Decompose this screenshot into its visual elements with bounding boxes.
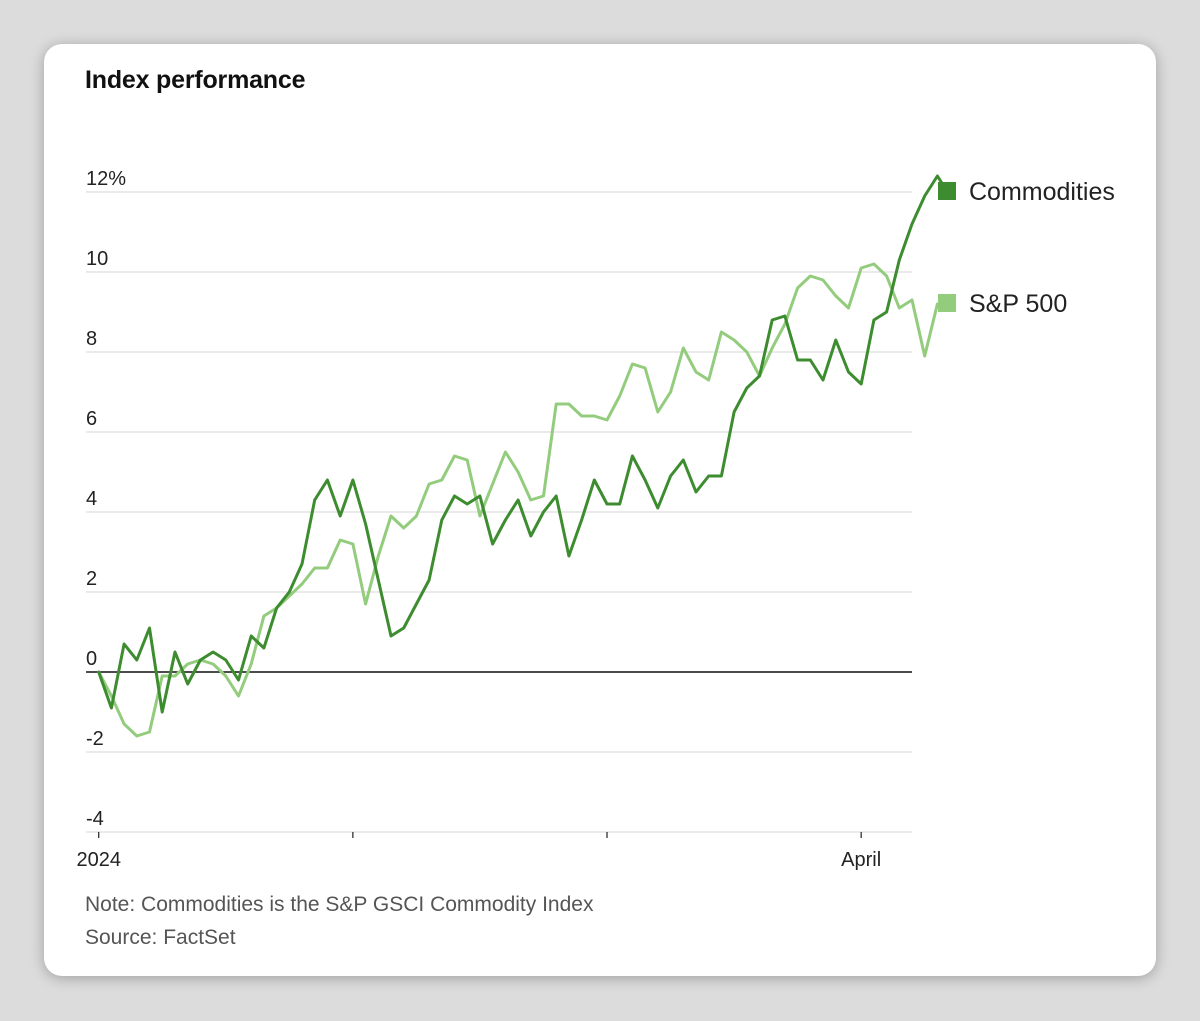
y-tick-label: 10 xyxy=(86,248,108,270)
y-tick-label: 2 xyxy=(86,568,97,590)
chart-source: Source: FactSet xyxy=(85,926,236,949)
y-tick-label: -4 xyxy=(86,808,104,830)
series-line-sp500 xyxy=(97,262,952,738)
series-line-commodities xyxy=(97,174,952,714)
x-tick-label: April xyxy=(841,849,881,871)
line-chart: -4 -2 0 2 4 6 8 10 12% 2024 April Commodities S&P 50… xyxy=(76,168,1115,871)
y-tick-label: 0 xyxy=(86,648,97,670)
legend-label-sp500: S&P 500 xyxy=(969,290,1067,318)
y-tick-label: 12% xyxy=(86,168,126,190)
legend-label-commodities: Commodities xyxy=(969,178,1115,206)
y-tick-label: 6 xyxy=(86,408,97,430)
legend-swatch-commodities xyxy=(938,182,956,200)
chart-title: Index performance xyxy=(85,66,306,94)
x-tick-label: 2024 xyxy=(76,849,121,871)
chart-note: Note: Commodities is the S&P GSCI Commod… xyxy=(85,893,594,916)
y-tick-label: -2 xyxy=(86,728,104,750)
chart-card: Index performance -4 -2 0 2 4 6 8 10 12% 2024 Apri… xyxy=(44,44,1156,976)
legend-swatch-sp500 xyxy=(938,294,956,312)
y-tick-label: 4 xyxy=(86,488,97,510)
y-tick-label: 8 xyxy=(86,328,97,350)
